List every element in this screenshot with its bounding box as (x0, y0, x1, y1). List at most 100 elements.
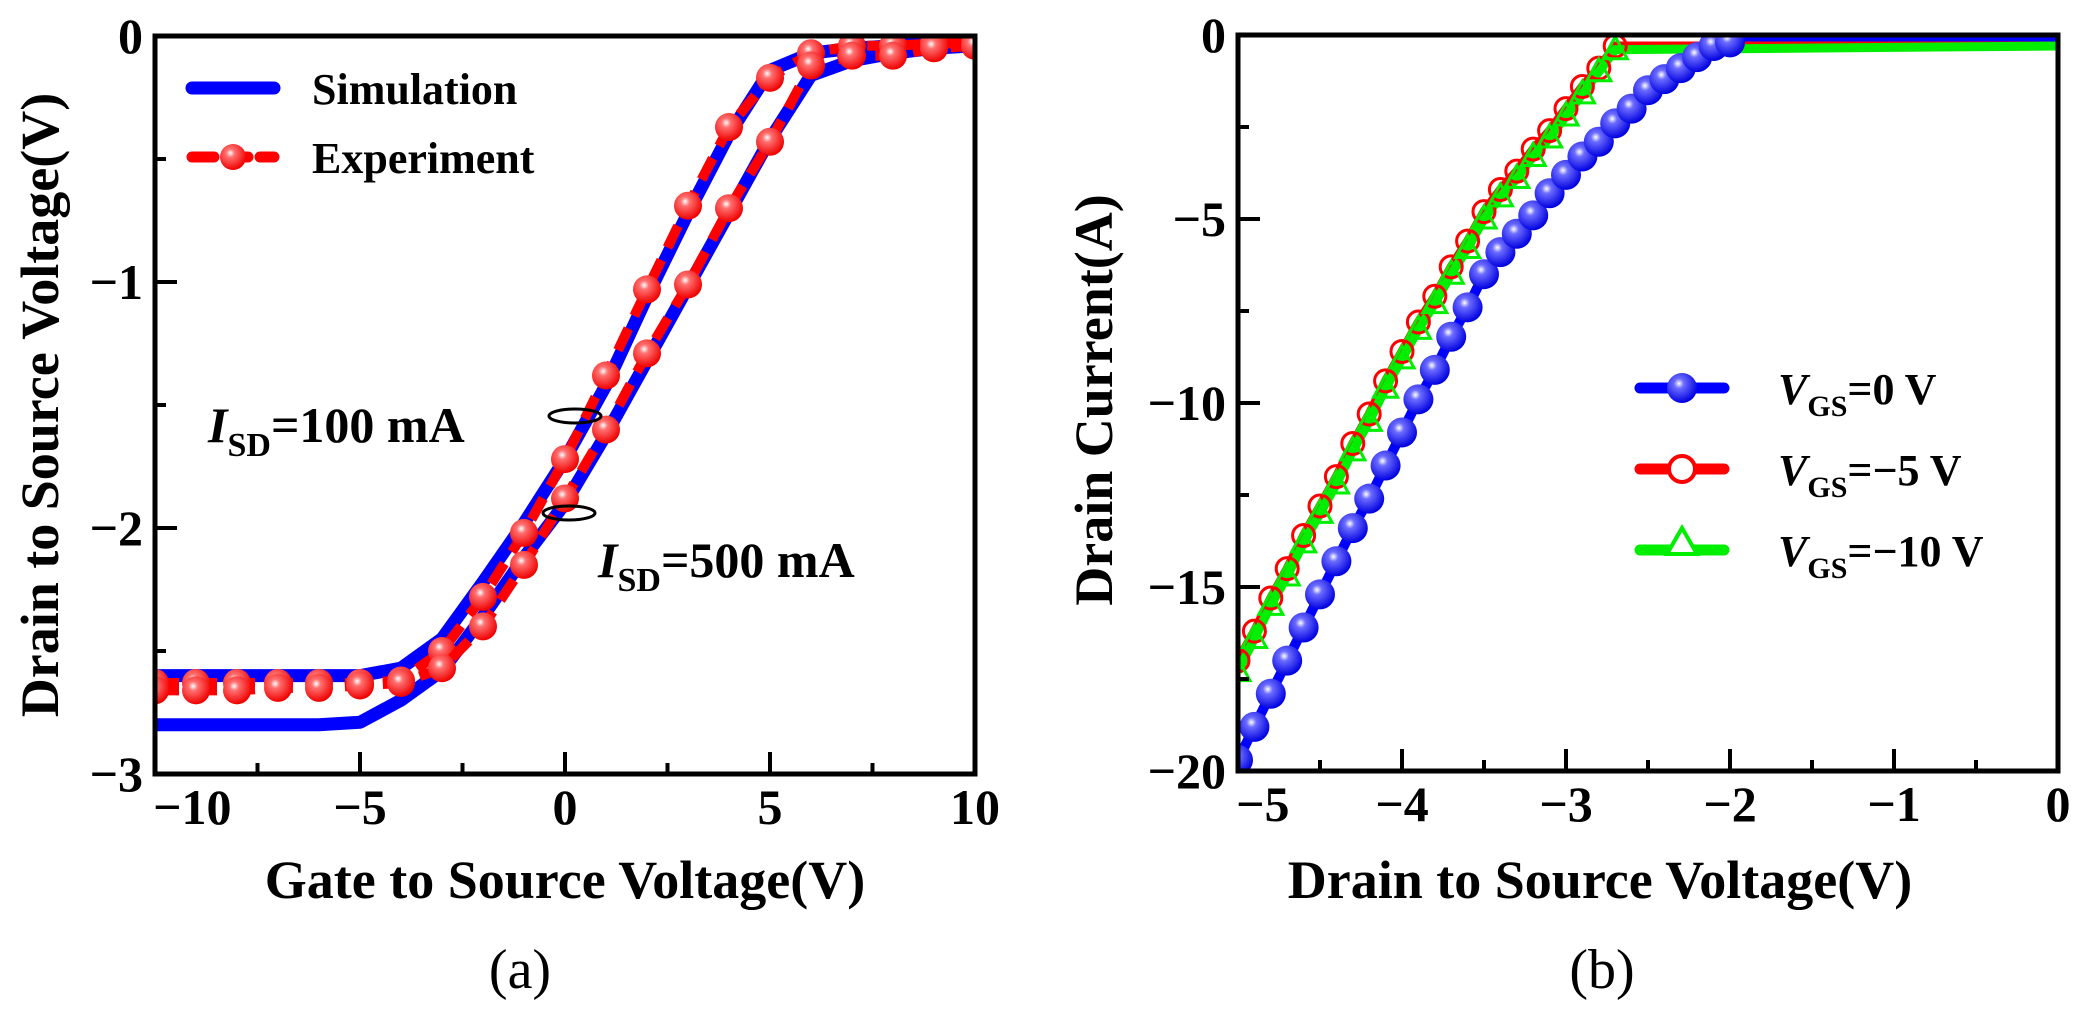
vgs0-point (1238, 744, 1253, 771)
vgs-10-point (1436, 258, 1466, 285)
experiment-line (155, 40, 975, 696)
experiment-point (838, 41, 866, 70)
vgs0-point (1337, 513, 1368, 544)
annotation-isd-100: ISD=100 mA (207, 397, 603, 464)
vgs-10-point (1256, 589, 1286, 616)
panel-a-legend: Simulation Experiment (185, 65, 535, 183)
vgs-10-point (1239, 622, 1269, 650)
legend-experiment-marker (220, 144, 246, 170)
legend-label-0: VGS=0 V (1778, 365, 1937, 423)
annotation-isd-500: ISD=500 mA (541, 504, 855, 599)
legend-marker-circle (1667, 454, 1697, 484)
vgs0-point (1370, 450, 1401, 481)
vgs-10-point (1453, 232, 1483, 259)
panel-b-ylabel: Drain Current(A) (1064, 194, 1124, 605)
y-tick-label: −20 (1148, 743, 1227, 799)
vgs0-point (1305, 579, 1335, 610)
x-tick-label: 10 (950, 779, 1000, 835)
vgs-5-point (1405, 309, 1431, 335)
vgs-5-point (1537, 118, 1563, 144)
vgs-10-point (1584, 55, 1614, 83)
vgs-5-point (1520, 136, 1546, 162)
legend-label-1: VGS=−5 V (1778, 446, 1962, 504)
vgs-5-point (1455, 228, 1481, 254)
vgs0-point (1288, 612, 1319, 643)
panel-b-legend: VGS=0 V VGS=−5 V VGS=−10 V (1634, 365, 1984, 585)
vgs-5-point (1438, 254, 1464, 280)
vgs-5-point (1569, 74, 1595, 100)
experiment-point (469, 582, 497, 611)
vgs-10-point (1272, 559, 1302, 587)
experiment-point (305, 673, 333, 702)
experiment-point (428, 654, 456, 683)
experiment-point (551, 445, 579, 474)
vgs0-point (1403, 384, 1434, 415)
legend-experiment-label: Experiment (312, 134, 535, 183)
vgs-10-point (1551, 99, 1581, 127)
experiment-point (387, 668, 415, 697)
vgs-10-point (1338, 434, 1368, 462)
x-tick-label: −2 (1703, 776, 1757, 832)
legend-marker-sphere (1667, 373, 1697, 403)
legend-simulation-label: Simulation (312, 65, 517, 114)
experiment-point (674, 191, 702, 220)
vgs0-point (1239, 711, 1270, 742)
annotation-ellipse (547, 407, 603, 425)
y-tick-label: −10 (1148, 375, 1227, 431)
panel-b-label: (b) (1569, 939, 1634, 1001)
panel-b: −5 −4 −3 −2 −1 00−5−10−15−20 Drain to Source … (1064, 7, 2071, 1001)
vgs-5-point (1504, 158, 1530, 184)
vgs-5-point (1274, 556, 1300, 582)
series-line-2 (1238, 41, 2058, 674)
vgs-5-point (1258, 585, 1284, 611)
experiment-point (264, 673, 292, 702)
panel-a-ylabel: Drain to Source Voltage(V) (10, 93, 70, 717)
vgs-10-point (1403, 313, 1433, 340)
x-tick-label: −3 (1539, 776, 1593, 832)
experiment-point (756, 127, 784, 156)
vgs-10-point (1469, 202, 1499, 230)
vgs-10-point (1354, 405, 1384, 432)
x-tick-label: −1 (1867, 776, 1921, 832)
vgs0-point (1354, 483, 1385, 514)
panel-a-ticks: −10 −5 0 5 10 0 −1 −2 −3 (90, 8, 1001, 835)
x-tick-label: 5 (758, 779, 783, 835)
experiment-point (756, 63, 784, 92)
x-tick-label: −10 (153, 779, 232, 835)
vgs-5-point (1373, 368, 1399, 394)
vgs-10-point (1371, 372, 1401, 399)
experiment-point (510, 518, 538, 547)
experiment-point (155, 676, 169, 705)
vgs-5-point (1238, 648, 1251, 674)
annotation-ellipse (541, 504, 597, 522)
y-tick-label: −3 (90, 746, 144, 802)
experiment-point (920, 36, 948, 63)
y-tick-label: 0 (1201, 7, 1226, 63)
experiment-point (223, 676, 251, 705)
y-tick-label: −15 (1148, 559, 1227, 615)
vgs-10-point (1485, 180, 1515, 208)
vgs-5-point (1422, 283, 1448, 309)
panel-b-ticks: −5 −4 −3 −2 −1 00−5−10−15−20 (1148, 7, 2071, 832)
vgs0-point (1419, 354, 1450, 385)
vgs-5-point (1323, 464, 1349, 490)
panel-a: −10 −5 0 5 10 0 −1 −2 −3 Gate to Source Voltage(… (10, 8, 1000, 1001)
vgs0-point (1272, 645, 1303, 676)
vgs-10-point (1600, 35, 1630, 61)
vgs-5-point (1340, 430, 1366, 456)
vgs-10-point (1238, 655, 1253, 683)
vgs0-point (1452, 292, 1483, 323)
vgs-5-point (1241, 618, 1267, 644)
panel-a-label: (a) (489, 939, 551, 1001)
experiment-point (879, 41, 907, 70)
vgs-5-point (1291, 522, 1317, 548)
y-tick-label: −1 (90, 254, 144, 310)
vgs-10-point (1321, 467, 1351, 495)
panel-b-series (1238, 35, 2058, 771)
vgs-10-point (1502, 162, 1532, 190)
experiment-point (592, 415, 620, 444)
vgs0-point (1436, 321, 1467, 352)
panel-a-series (155, 36, 975, 732)
experiment-point (715, 194, 743, 223)
